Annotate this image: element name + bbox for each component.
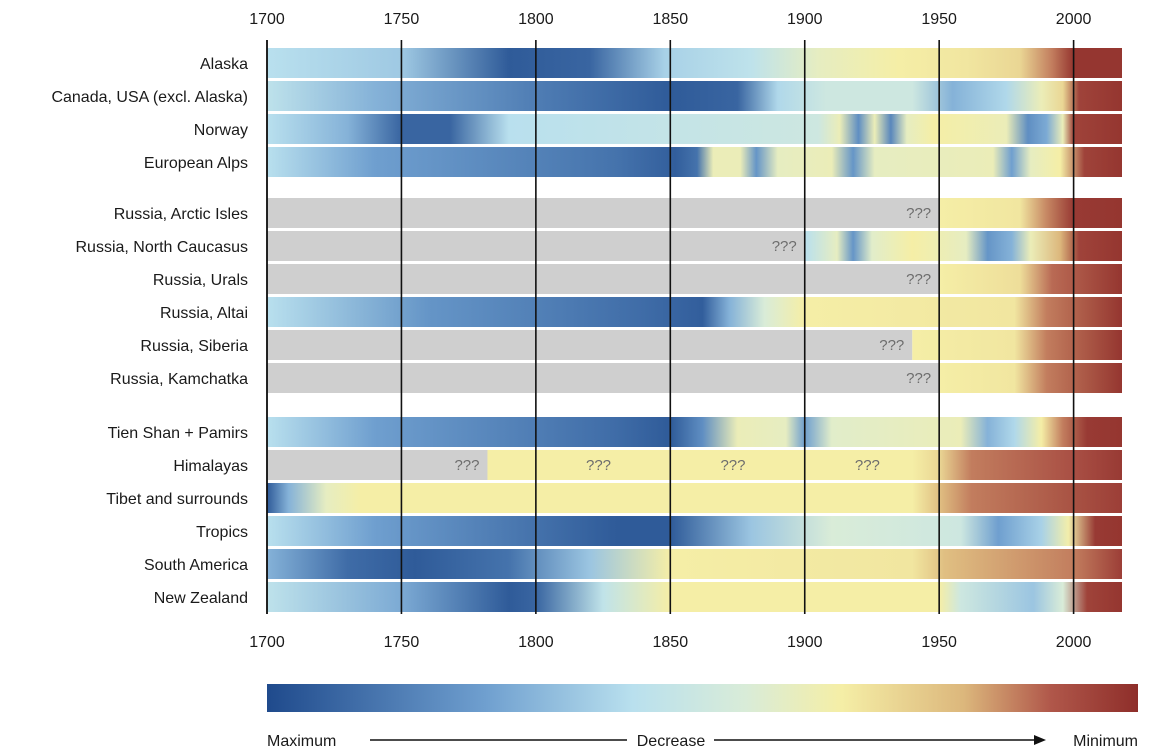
row-label-tropics: Tropics [196, 524, 248, 541]
bottom-tick-1850: 1850 [653, 634, 689, 651]
bottom-tick-1950: 1950 [921, 634, 957, 651]
row-label-russia-north-caucasus: Russia, North Caucasus [75, 239, 248, 256]
unknown-marker: ??? [454, 457, 479, 474]
legend-max-label: Minimum [1073, 733, 1138, 750]
bottom-axis: 1700 1750 1800 1850 1900 1950 2000 [249, 634, 1091, 651]
bottom-tick-1700: 1700 [249, 634, 285, 651]
row-band-tien-shan-pamirs [267, 417, 1122, 447]
row-band-alaska [267, 48, 1122, 78]
top-tick-1950: 1950 [921, 11, 957, 28]
colorbar-legend: Maximum Decrease Minimum [267, 684, 1138, 750]
row-band-russia-urals [939, 264, 1122, 294]
top-axis: 1700 1750 1800 1850 1900 1950 2000 [249, 11, 1091, 28]
row-band-russia-arctic-isles [939, 198, 1122, 228]
legend-arrow-head [1034, 735, 1046, 745]
unknown-marker: ??? [772, 238, 797, 255]
row-band-tropics [267, 516, 1122, 546]
top-tick-1850: 1850 [653, 11, 689, 28]
unknown-marker: ??? [906, 205, 931, 222]
top-tick-1750: 1750 [384, 11, 420, 28]
row-label-alaska: Alaska [200, 56, 248, 73]
bottom-tick-1800: 1800 [518, 634, 554, 651]
no-data-span [267, 264, 940, 294]
row-label-russia-siberia: Russia, Siberia [140, 338, 248, 355]
row-band-russia-north-caucasus [804, 231, 1122, 261]
bottom-tick-1900: 1900 [787, 634, 823, 651]
bottom-tick-1750: 1750 [384, 634, 420, 651]
no-data-span [267, 330, 913, 360]
row-band-norway [267, 114, 1122, 144]
row-band-new-zealand [267, 582, 1122, 612]
top-tick-2000: 2000 [1056, 11, 1092, 28]
row-label-canada-usa-excl-alaska: Canada, USA (excl. Alaska) [51, 89, 248, 106]
unknown-marker: ??? [855, 457, 880, 474]
row-band-russia-kamchatka [939, 363, 1122, 393]
row-label-russia-arctic-isles: Russia, Arctic Isles [114, 206, 248, 223]
no-data-span [267, 363, 940, 393]
row-label-new-zealand: New Zealand [154, 590, 248, 607]
top-tick-1700: 1700 [249, 11, 285, 28]
no-data-span [267, 198, 940, 228]
unknown-marker: ??? [879, 337, 904, 354]
row-band-european-alps [267, 147, 1122, 177]
top-tick-1900: 1900 [787, 11, 823, 28]
row-band-russia-altai [267, 297, 1122, 327]
row-label-russia-altai: Russia, Altai [160, 305, 248, 322]
row-band-russia-siberia [912, 330, 1122, 360]
unknown-marker: ??? [586, 457, 611, 474]
no-data-span [267, 450, 488, 480]
row-label-tien-shan-pamirs: Tien Shan + Pamirs [108, 425, 248, 442]
legend-min-label: Maximum [267, 733, 336, 750]
row-band-canada-usa-excl-alaska [267, 81, 1122, 111]
row-label-russia-urals: Russia, Urals [153, 272, 248, 289]
row-band-tibet-and-surrounds [267, 483, 1122, 513]
gridlines [266, 40, 1075, 614]
row-label-south-america: South America [144, 557, 248, 574]
unknown-marker: ??? [906, 370, 931, 387]
bottom-tick-2000: 2000 [1056, 634, 1092, 651]
colorbar [267, 684, 1138, 712]
heatmap-rows: ??????????????????????????? [267, 48, 1123, 612]
top-tick-1800: 1800 [518, 11, 554, 28]
row-labels: Alaska Canada, USA (excl. Alaska) Norway Eu… [51, 56, 248, 607]
row-label-russia-kamchatka: Russia, Kamchatka [110, 371, 248, 388]
unknown-marker: ??? [906, 271, 931, 288]
row-band-south-america [267, 549, 1122, 579]
legend-mid-label: Decrease [637, 733, 706, 750]
row-label-norway: Norway [194, 122, 248, 139]
row-label-tibet-and-surrounds: Tibet and surrounds [106, 491, 248, 508]
row-label-himalayas: Himalayas [173, 458, 248, 475]
unknown-marker: ??? [720, 457, 745, 474]
row-label-european-alps: European Alps [144, 155, 248, 172]
